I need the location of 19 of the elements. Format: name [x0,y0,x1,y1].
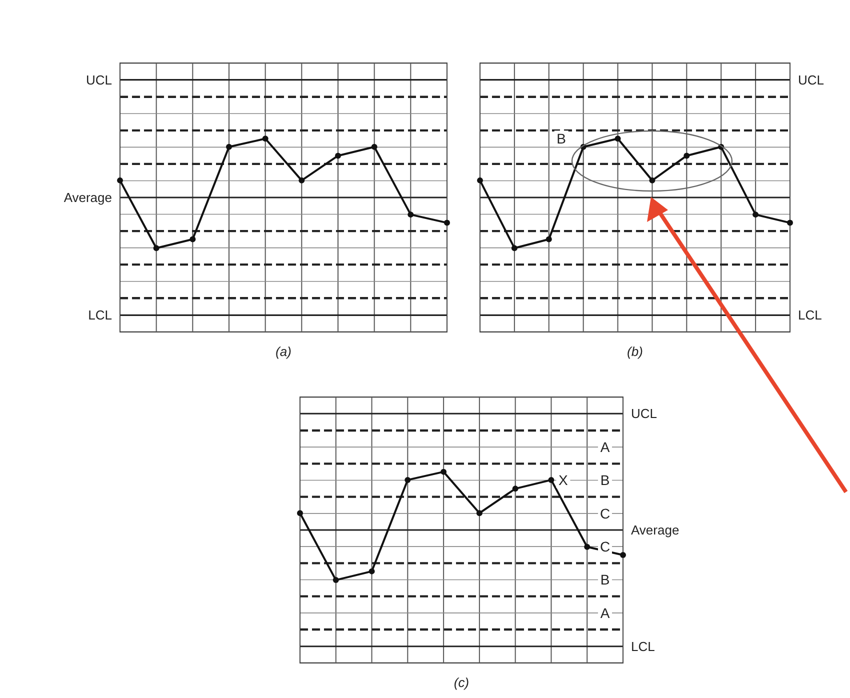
x-axis-title: (a) [276,344,292,359]
annotation: X [558,472,569,488]
ref-line-label: UCL [631,406,658,422]
x-axis-title: (b) [627,344,643,359]
x-axis-title: (c) [454,675,470,690]
annotation: B [556,130,566,147]
ref-line-label: LCL [88,308,112,323]
ref-line-label: LCL [798,308,822,323]
annotation: B [600,572,610,588]
ref-line-label: UCL [798,72,824,88]
text: A [600,604,610,621]
ref-line-label: LCL [631,638,655,654]
text: A [600,438,610,455]
annotation: C [600,505,610,522]
ref-line-label: UCL [86,72,112,88]
annotation: B [600,472,610,488]
annotation: C [600,538,610,554]
ref-line-label: Average [631,522,680,538]
ref-line-label: Average [64,190,112,206]
